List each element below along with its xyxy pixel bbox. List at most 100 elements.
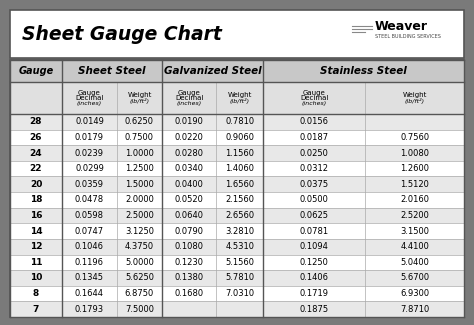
Bar — [10, 208, 464, 223]
Text: 0.0520: 0.0520 — [175, 195, 204, 204]
Text: 1.2500: 1.2500 — [125, 164, 154, 173]
Text: 0.1046: 0.1046 — [75, 242, 104, 251]
Text: 5.7810: 5.7810 — [225, 273, 255, 282]
Text: 0.0187: 0.0187 — [300, 133, 329, 142]
Text: 7: 7 — [33, 305, 39, 314]
Text: 0.0149: 0.0149 — [75, 117, 104, 126]
Text: 26: 26 — [30, 133, 42, 142]
Text: 2.0160: 2.0160 — [400, 195, 429, 204]
Text: Galvanized Steel: Galvanized Steel — [164, 66, 261, 76]
Text: 2.1560: 2.1560 — [225, 195, 254, 204]
Text: 16: 16 — [30, 211, 42, 220]
Text: Decimal: Decimal — [300, 95, 328, 101]
Text: 0.6250: 0.6250 — [125, 117, 154, 126]
Text: 1.6560: 1.6560 — [225, 180, 255, 189]
Text: 0.0359: 0.0359 — [75, 180, 104, 189]
Text: 0.0500: 0.0500 — [300, 195, 328, 204]
Text: 0.0190: 0.0190 — [175, 117, 204, 126]
Text: Weight: Weight — [128, 92, 152, 98]
Text: 0.1380: 0.1380 — [175, 273, 204, 282]
Text: 28: 28 — [30, 117, 42, 126]
Text: Stainless Steel: Stainless Steel — [320, 66, 407, 76]
Text: 5.0400: 5.0400 — [401, 258, 429, 267]
Text: (inches): (inches) — [301, 101, 327, 106]
Bar — [10, 130, 464, 145]
Bar — [10, 254, 464, 270]
Text: 0.1080: 0.1080 — [175, 242, 204, 251]
Text: 0.1250: 0.1250 — [300, 258, 328, 267]
Bar — [10, 161, 464, 176]
Text: 0.1230: 0.1230 — [175, 258, 204, 267]
Text: Gauge: Gauge — [78, 89, 101, 96]
Bar — [10, 301, 464, 317]
Text: 10: 10 — [30, 273, 42, 282]
Text: 0.0747: 0.0747 — [75, 227, 104, 236]
Text: 3.2810: 3.2810 — [225, 227, 255, 236]
Text: 1.5120: 1.5120 — [401, 180, 429, 189]
Text: 6.9300: 6.9300 — [400, 289, 429, 298]
Text: 0.0220: 0.0220 — [175, 133, 204, 142]
Text: 1.5000: 1.5000 — [125, 180, 154, 189]
Text: 1.0080: 1.0080 — [400, 149, 429, 158]
Text: Weight: Weight — [402, 92, 427, 98]
Text: 0.7500: 0.7500 — [125, 133, 154, 142]
Text: 5.0000: 5.0000 — [125, 258, 154, 267]
Text: 7.5000: 7.5000 — [125, 305, 154, 314]
Text: 0.1719: 0.1719 — [300, 289, 329, 298]
Text: (lb/ft²): (lb/ft²) — [129, 98, 150, 104]
Text: 11: 11 — [30, 258, 42, 267]
Text: Gauge: Gauge — [178, 89, 201, 96]
Text: 1.0000: 1.0000 — [125, 149, 154, 158]
Text: 5.1560: 5.1560 — [225, 258, 254, 267]
Text: 0.0312: 0.0312 — [300, 164, 329, 173]
Text: 1.2600: 1.2600 — [400, 164, 429, 173]
Text: 0.1094: 0.1094 — [300, 242, 328, 251]
Text: 0.1345: 0.1345 — [75, 273, 104, 282]
Text: 0.0179: 0.0179 — [75, 133, 104, 142]
Text: 7.8710: 7.8710 — [400, 305, 429, 314]
Bar — [10, 192, 464, 208]
Text: 0.0280: 0.0280 — [175, 149, 204, 158]
Bar — [10, 270, 464, 286]
Text: Gauge: Gauge — [303, 89, 326, 96]
Text: 1.4060: 1.4060 — [225, 164, 254, 173]
Bar — [10, 286, 464, 301]
Text: Weight: Weight — [228, 92, 252, 98]
Text: 24: 24 — [30, 149, 42, 158]
Text: 0.0598: 0.0598 — [75, 211, 104, 220]
Text: Gauge: Gauge — [18, 66, 54, 76]
Text: 0.7810: 0.7810 — [225, 117, 255, 126]
Text: 0.1875: 0.1875 — [300, 305, 329, 314]
Text: 8: 8 — [33, 289, 39, 298]
Text: 18: 18 — [30, 195, 42, 204]
Text: 2.6560: 2.6560 — [225, 211, 255, 220]
Text: 0.0375: 0.0375 — [300, 180, 329, 189]
Bar — [10, 60, 464, 317]
Text: 20: 20 — [30, 180, 42, 189]
Text: 3.1250: 3.1250 — [125, 227, 154, 236]
Text: 12: 12 — [30, 242, 42, 251]
Text: Sheet Steel: Sheet Steel — [78, 66, 146, 76]
Text: (lb/ft²): (lb/ft²) — [405, 98, 425, 104]
Text: 0.1680: 0.1680 — [175, 289, 204, 298]
Text: Sheet Gauge Chart: Sheet Gauge Chart — [22, 24, 222, 44]
Text: STEEL BUILDING SERVICES: STEEL BUILDING SERVICES — [375, 33, 441, 38]
Text: Decimal: Decimal — [175, 95, 203, 101]
Text: 0.0790: 0.0790 — [175, 227, 204, 236]
Text: 0.0478: 0.0478 — [75, 195, 104, 204]
Bar — [10, 145, 464, 161]
Bar — [10, 10, 464, 58]
Text: 0.0156: 0.0156 — [300, 117, 329, 126]
Text: 4.4100: 4.4100 — [401, 242, 429, 251]
Text: (inches): (inches) — [177, 101, 202, 106]
Bar — [10, 60, 464, 82]
Text: Weaver: Weaver — [375, 20, 428, 32]
Text: 0.0640: 0.0640 — [175, 211, 204, 220]
Text: 0.1793: 0.1793 — [75, 305, 104, 314]
Bar — [10, 176, 464, 192]
Text: 0.1406: 0.1406 — [300, 273, 329, 282]
Text: 22: 22 — [30, 164, 42, 173]
Text: 6.8750: 6.8750 — [125, 289, 154, 298]
Bar — [10, 239, 464, 254]
Text: 0.0400: 0.0400 — [175, 180, 204, 189]
